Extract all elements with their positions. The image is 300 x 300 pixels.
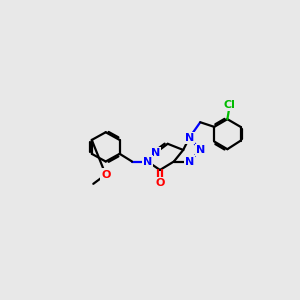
Text: N: N [196,145,205,155]
Text: Cl: Cl [224,100,236,110]
Text: O: O [155,178,165,188]
Text: N: N [143,157,152,166]
Text: N: N [185,157,194,166]
Text: N: N [151,148,160,158]
Text: N: N [185,133,194,142]
Text: O: O [101,169,110,180]
